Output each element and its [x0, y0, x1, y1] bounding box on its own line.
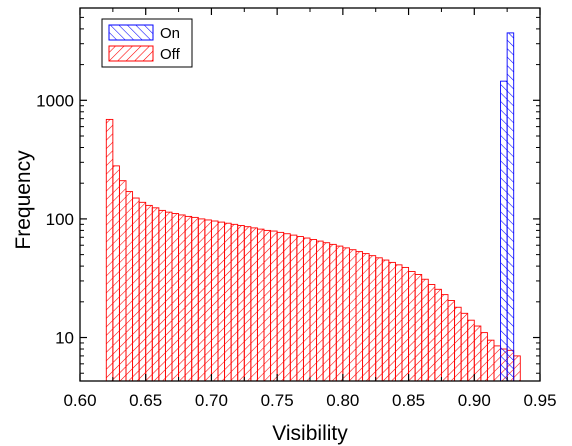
- bar-off-42: [381, 259, 390, 381]
- bar-off-23: [256, 228, 265, 381]
- bar-off-57: [480, 332, 488, 381]
- bar-off-26: [276, 231, 285, 381]
- bar-off-39: [362, 253, 370, 381]
- bar-off-43: [388, 261, 396, 381]
- y-tick-label: 1000: [36, 91, 74, 110]
- bar-off-9: [164, 211, 173, 381]
- x-tick-label: 0.70: [195, 391, 228, 410]
- x-axis: 0.60 0.65 0.70 0.75 0.80 0.85 0.90 0.95: [63, 8, 557, 410]
- bar-off-54: [460, 312, 469, 381]
- bar-off-36: [342, 247, 350, 381]
- bar-off-50: [434, 288, 442, 381]
- bar-off-12: [184, 215, 193, 381]
- x-tick-label: 0.80: [326, 391, 359, 410]
- y-tick-label: 100: [46, 210, 74, 229]
- legend-label-on: On: [160, 25, 180, 42]
- bar-off-1: [112, 165, 120, 381]
- bar-off-49: [427, 284, 436, 381]
- bar-off-53: [454, 306, 462, 381]
- bar-off-59: [493, 345, 502, 381]
- bar-off-14: [197, 218, 206, 381]
- bar-off-44: [394, 264, 403, 381]
- bar-off-15: [204, 219, 212, 381]
- bar-off-62: [513, 355, 521, 381]
- legend: On Off: [101, 18, 193, 68]
- bar-on-0: [500, 80, 508, 381]
- bar-off-5: [138, 201, 147, 381]
- x-axis-title: Visibility: [272, 422, 348, 445]
- bar-off-24: [263, 229, 272, 381]
- bar-off-16: [210, 220, 219, 381]
- bar-on-1: [506, 32, 515, 381]
- bar-off-13: [191, 216, 199, 381]
- legend-label-off: Off: [160, 46, 181, 63]
- bar-off-7: [151, 207, 160, 381]
- bar-off-4: [132, 197, 140, 381]
- bar-off-27: [283, 233, 291, 381]
- x-tick-label: 0.65: [129, 391, 162, 410]
- legend-swatch-on: [108, 24, 154, 41]
- y-axis: 10 100 1000: [36, 7, 540, 374]
- bar-off-32: [316, 240, 324, 381]
- bar-off-22: [250, 227, 258, 381]
- bar-off-3: [125, 191, 134, 381]
- bar-off-45: [401, 266, 410, 381]
- series-on-bars: [500, 32, 515, 381]
- legend-swatch-off: [108, 45, 154, 62]
- bar-off-25: [270, 230, 278, 381]
- bar-off-35: [335, 245, 344, 381]
- bar-off-28: [289, 234, 298, 381]
- bar-off-10: [171, 213, 180, 381]
- bar-off-40: [368, 255, 377, 381]
- bar-off-48: [421, 278, 429, 381]
- bar-off-6: [145, 204, 153, 381]
- bar-off-21: [243, 226, 252, 381]
- bar-off-31: [309, 239, 318, 381]
- x-tick-label: 0.60: [63, 391, 96, 410]
- bar-off-51: [440, 294, 449, 381]
- bar-off-33: [322, 242, 331, 381]
- bar-off-8: [158, 209, 166, 381]
- bar-off-0: [105, 118, 114, 381]
- y-tick-label: 10: [55, 329, 74, 348]
- bar-off-37: [348, 249, 357, 381]
- bar-off-18: [224, 222, 232, 381]
- y-axis-title: Frequency: [12, 150, 35, 250]
- x-tick-label: 0.95: [523, 391, 556, 410]
- bar-off-46: [408, 271, 416, 381]
- bar-off-55: [467, 319, 475, 381]
- bar-off-19: [230, 223, 239, 381]
- bar-off-34: [329, 243, 337, 381]
- bar-off-58: [486, 339, 495, 381]
- bar-off-2: [118, 180, 127, 381]
- bar-off-30: [302, 237, 311, 381]
- x-tick-label: 0.85: [392, 391, 425, 410]
- x-tick-label: 0.90: [458, 391, 491, 410]
- bar-off-41: [375, 257, 383, 381]
- x-tick-label: 0.75: [261, 391, 294, 410]
- bar-off-38: [355, 251, 364, 381]
- bar-off-20: [237, 225, 245, 381]
- series-off-bars: [105, 118, 521, 381]
- bar-off-56: [473, 325, 482, 381]
- bar-off-11: [178, 214, 186, 381]
- bar-off-29: [296, 236, 304, 381]
- bar-off-47: [414, 274, 423, 381]
- bar-off-17: [217, 221, 226, 381]
- bar-off-52: [447, 300, 456, 381]
